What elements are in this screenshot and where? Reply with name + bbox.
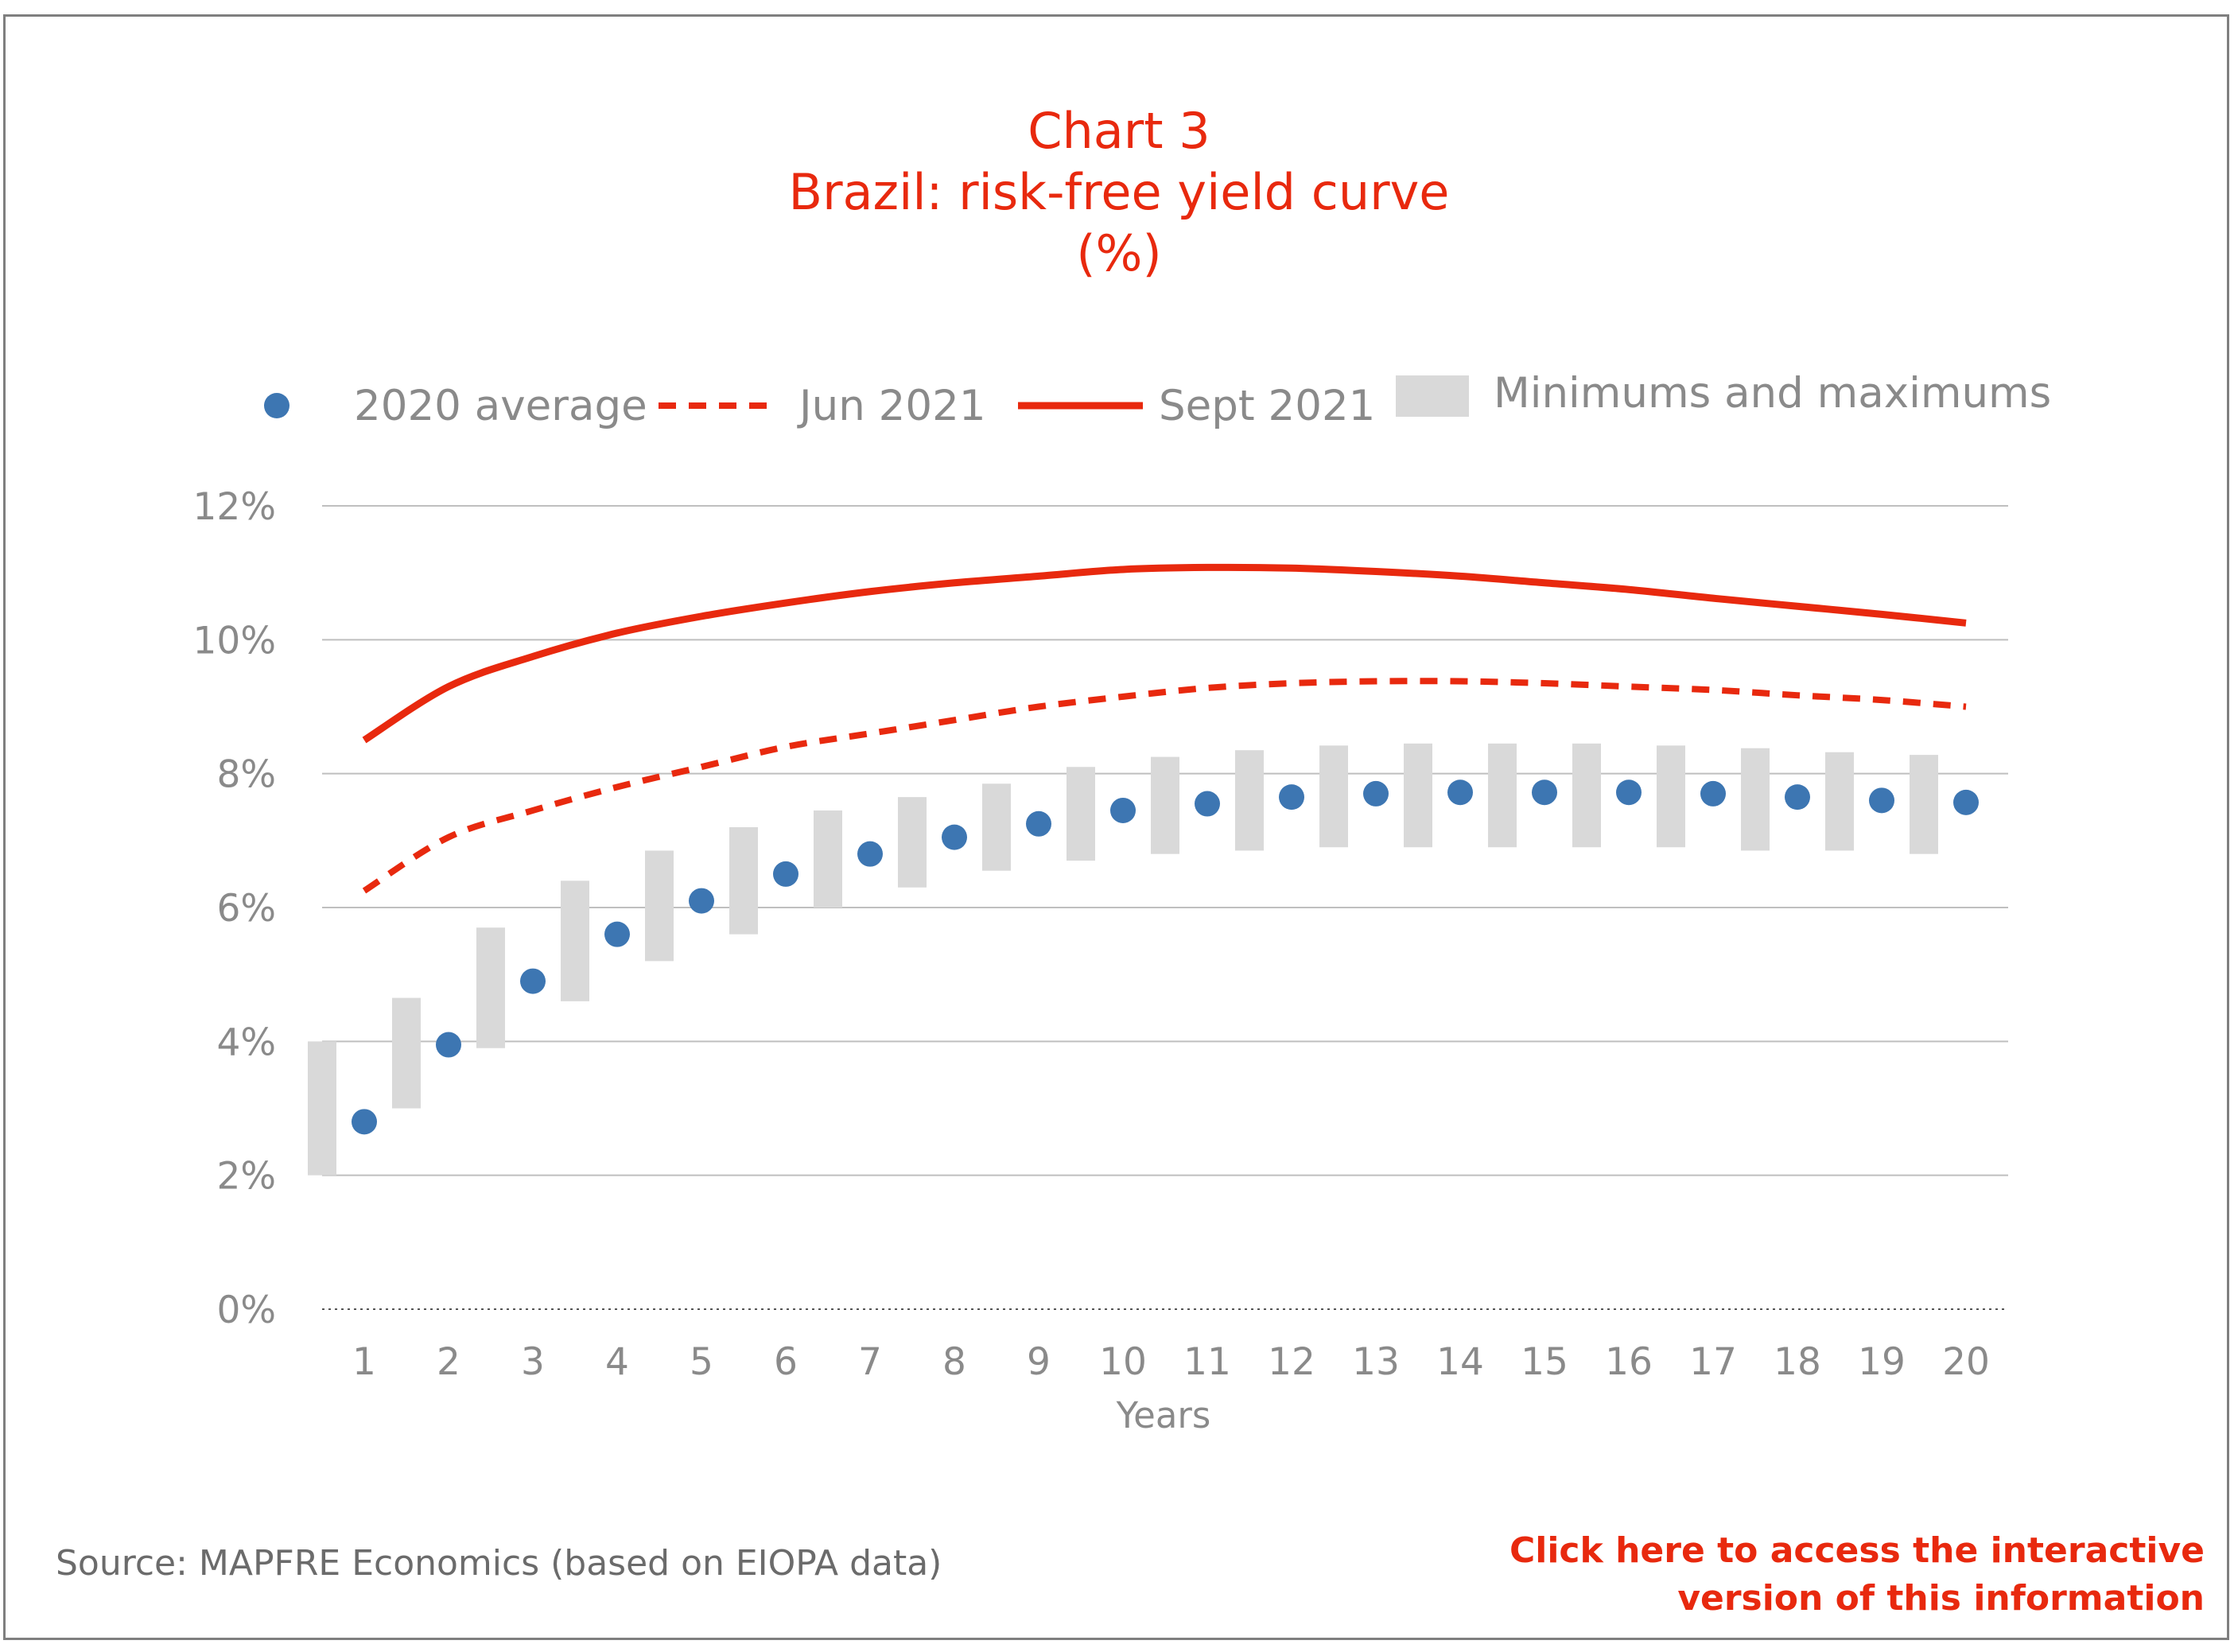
y-tick-label: 8% [216,753,276,797]
y-tick-label: 12% [193,485,276,529]
min-max-bar [814,810,842,908]
average-point [942,824,967,850]
average-dots [352,779,1979,1135]
x-tick-label: 19 [1858,1340,1906,1384]
x-tick-label: 7 [858,1340,882,1384]
x-tick-label: 20 [1942,1340,1990,1384]
gridlines [322,505,2008,1310]
min-max-bands [308,743,1938,1176]
legend-marker-dot [264,393,289,418]
x-axis-title: Years [1116,1394,1211,1436]
source-note: Source: MAPFRE Economics (based on EIOPA… [56,1543,942,1584]
x-tick-label: 15 [1521,1340,1568,1384]
average-point [1700,780,1726,807]
x-tick-label: 16 [1605,1340,1653,1384]
min-max-bar [1741,748,1770,851]
min-max-bar [1657,745,1685,848]
average-point [1616,779,1642,806]
min-max-bar [308,1041,336,1176]
min-max-bar [982,783,1011,871]
average-point [604,921,630,947]
average-point [1026,810,1051,837]
x-tick-label: 14 [1436,1340,1484,1384]
series-line-jun-2021 [362,678,1967,894]
min-max-bar [1067,767,1095,861]
average-point [1279,784,1304,810]
min-max-bar [1825,752,1854,851]
y-tick-label: 6% [216,887,276,931]
x-tick-label: 6 [774,1340,798,1384]
min-max-bar [645,850,674,962]
x-tick-label: 5 [690,1340,713,1384]
x-tick-label: 18 [1774,1340,1821,1384]
chart-unit: (%) [1076,224,1162,282]
average-point [520,968,546,994]
series-lines [362,563,1967,894]
min-max-bar [898,797,927,888]
average-point [1953,789,1979,815]
min-max-bar [1151,756,1179,854]
y-tick-label: 10% [193,619,276,663]
x-axis-ticks: 1 2 3 4 5 6 7 8 9 10 11 12 13 14 15 16 17 18 19 20 [352,1340,1990,1384]
min-max-bar [1572,743,1601,848]
average-point [773,861,798,887]
x-tick-label: 4 [605,1340,629,1384]
min-max-bar [729,827,758,935]
min-max-bar [1235,750,1264,851]
min-max-bar [1319,745,1348,848]
chart-title: Chart 3 [1028,102,1210,160]
legend: 2020 average Jun 2021 Sept 2021 Minimums an… [264,369,2051,430]
min-max-bar [392,997,421,1109]
min-max-bar [476,927,505,1048]
legend-label: Jun 2021 [797,382,986,430]
legend-label: Sept 2021 [1159,382,1375,430]
average-point [1195,791,1220,817]
y-tick-label: 2% [216,1155,276,1199]
average-point [857,841,883,867]
average-point [352,1109,377,1135]
legend-label: 2020 average [354,382,647,430]
y-axis-ticks: 0% 2% 4% 6% 8% 10% 12% [193,485,276,1332]
interactive-version-link[interactable]: Click here to access the interactive ver… [1509,1527,2205,1623]
average-point [1785,784,1810,810]
min-max-bar [561,880,589,1001]
x-tick-label: 2 [437,1340,460,1384]
x-tick-label: 17 [1689,1340,1737,1384]
average-point [1110,797,1136,823]
average-point [1532,779,1557,806]
chart-frame [3,14,2229,1640]
y-tick-label: 4% [216,1020,276,1064]
x-tick-label: 13 [1352,1340,1400,1384]
link-line-2[interactable]: version of this information [1677,1578,2205,1619]
min-max-bar [1910,755,1938,854]
x-tick-label: 11 [1183,1340,1231,1384]
average-point [689,888,714,914]
legend-label: Minimums and maximums [1494,369,2051,418]
x-tick-label: 8 [942,1340,966,1384]
x-tick-label: 9 [1027,1340,1051,1384]
y-tick-label: 0% [216,1289,276,1332]
chart-subtitle: Brazil: risk-free yield curve [788,163,1450,221]
x-tick-label: 10 [1099,1340,1147,1384]
x-tick-label: 3 [521,1340,545,1384]
link-line-1[interactable]: Click here to access the interactive [1509,1530,2205,1571]
x-tick-label: 1 [352,1340,376,1384]
x-tick-label: 12 [1268,1340,1315,1384]
min-max-bar [1488,743,1517,848]
legend-marker-band [1396,375,1469,417]
min-max-bar [1404,743,1432,848]
average-point [436,1032,461,1058]
average-point [1363,780,1389,807]
average-point [1447,779,1473,806]
series-line-sept-2021 [362,563,1967,744]
average-point [1869,787,1894,814]
